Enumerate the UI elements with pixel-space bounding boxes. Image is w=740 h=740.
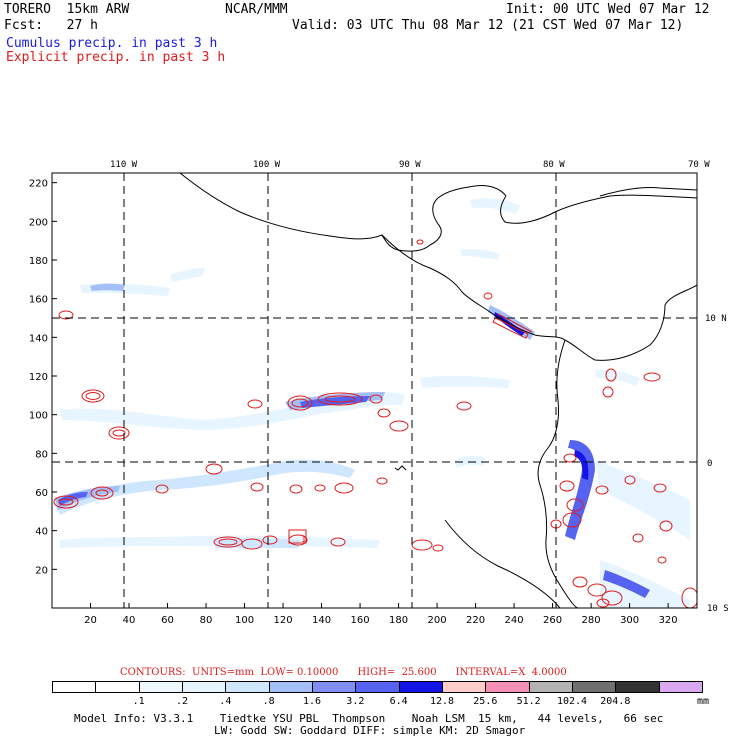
y-tick-label: 160 (29, 295, 48, 306)
legend-label: 51.2 (516, 696, 541, 707)
legend-label: 102.4 (556, 696, 588, 707)
y-tick-label: 80 (35, 449, 48, 460)
legend-label: 25.6 (473, 696, 498, 707)
y-tick-label: 180 (29, 256, 48, 267)
explicit-precip-contours (53, 239, 697, 608)
valid-time: Valid: 03 UTC Thu 08 Mar 12 (21 CST Wed … (292, 18, 684, 33)
y-tick-label: 40 (35, 527, 48, 538)
physics-info: LW: Godd SW: Goddard DIFF: simple KM: 2D… (214, 724, 526, 737)
x-tick-label: 320 (659, 615, 678, 626)
legend-label: 204.8 (600, 696, 631, 707)
box-label: 1 (301, 535, 306, 545)
cumulus-field-label: Cumulus precip. in past 3 h (6, 36, 218, 51)
lon-label-70w: 70 W (688, 160, 710, 170)
x-tick-label: 280 (582, 615, 601, 626)
x-tick-label: 300 (620, 615, 639, 626)
legend-swatch (485, 681, 530, 693)
organization-label: NCAR/MMM (225, 2, 288, 17)
coastlines (179, 173, 697, 608)
legend-swatch (528, 681, 573, 693)
legend-label: 3.2 (346, 696, 365, 707)
legend-swatch (355, 681, 400, 693)
legend-label: 6.4 (389, 696, 408, 707)
legend-swatch (442, 681, 487, 693)
lat-label-0: 0 (707, 459, 712, 469)
legend-swatch (615, 681, 660, 693)
x-tick-label: 100 (235, 615, 254, 626)
lon-label-90w: 90 W (399, 160, 421, 170)
axis-ticks: 20 40 60 80 100 120 140 160 180 200 220 240 260 280 30… (29, 179, 678, 626)
y-tick-label: 140 (29, 333, 48, 344)
legend-swatch (52, 681, 97, 693)
lat-label-10n: 10 N (705, 314, 727, 324)
x-tick-label: 60 (161, 615, 174, 626)
x-tick-label: 20 (84, 615, 97, 626)
lon-label-110w: 110 W (110, 160, 138, 170)
map-frame (51, 172, 698, 609)
legend-label: .4 (219, 696, 232, 707)
explicit-field-label: Explicit precip. in past 3 h (6, 50, 226, 65)
highlight-box (288, 529, 307, 544)
legend-swatch (95, 681, 140, 693)
x-tick-label: 200 (428, 615, 447, 626)
model-info: Model Info: V3.3.1 Tiedtke YSU PBL Thomp… (74, 712, 664, 725)
legend-label: .2 (175, 696, 189, 707)
lon-label-80w: 80 W (543, 160, 565, 170)
init-time: Init: 00 UTC Wed 07 Mar 12 (506, 2, 710, 17)
x-tick-label: 80 (200, 615, 213, 626)
model-title: TORERO 15km ARW (4, 2, 130, 17)
contour-info: CONTOURS: UNITS=mm LOW= 0.10000 HIGH= 25… (120, 667, 567, 678)
x-tick-label: 120 (273, 615, 292, 626)
y-tick-label: 120 (29, 372, 48, 383)
legend-swatch (658, 681, 703, 693)
legend-label: .1 (132, 696, 145, 707)
legend-swatch (225, 681, 270, 693)
x-tick-label: 160 (351, 615, 370, 626)
x-tick-label: 180 (389, 615, 408, 626)
x-tick-label: 260 (543, 615, 562, 626)
lon-label-100w: 100 W (253, 160, 281, 170)
y-tick-label: 220 (29, 179, 48, 190)
legend-units: mm (697, 696, 710, 707)
legend-label: .8 (262, 696, 275, 707)
legend-label: 12.8 (429, 696, 455, 707)
x-tick-label: 40 (123, 615, 136, 626)
legend-swatch (268, 681, 313, 693)
legend-swatch (312, 681, 357, 693)
forecast-hour: Fcst: 27 h (4, 18, 98, 33)
y-tick-label: 100 (29, 411, 48, 422)
lat-lon-grid (52, 173, 697, 608)
x-tick-label: 220 (466, 615, 485, 626)
cumulus-precip-shading (55, 198, 690, 608)
x-tick-label: 140 (312, 615, 331, 626)
y-tick-label: 60 (35, 488, 48, 499)
legend-swatch (182, 681, 227, 693)
legend-swatch (572, 681, 617, 693)
y-tick-label: 200 (29, 217, 48, 228)
legend-swatch (398, 681, 443, 693)
legend-swatch (138, 681, 183, 693)
lat-label-10s: 10 S (707, 604, 729, 614)
y-tick-label: 20 (35, 565, 48, 576)
legend-label: 1.6 (302, 696, 322, 707)
x-tick-label: 240 (505, 615, 524, 626)
